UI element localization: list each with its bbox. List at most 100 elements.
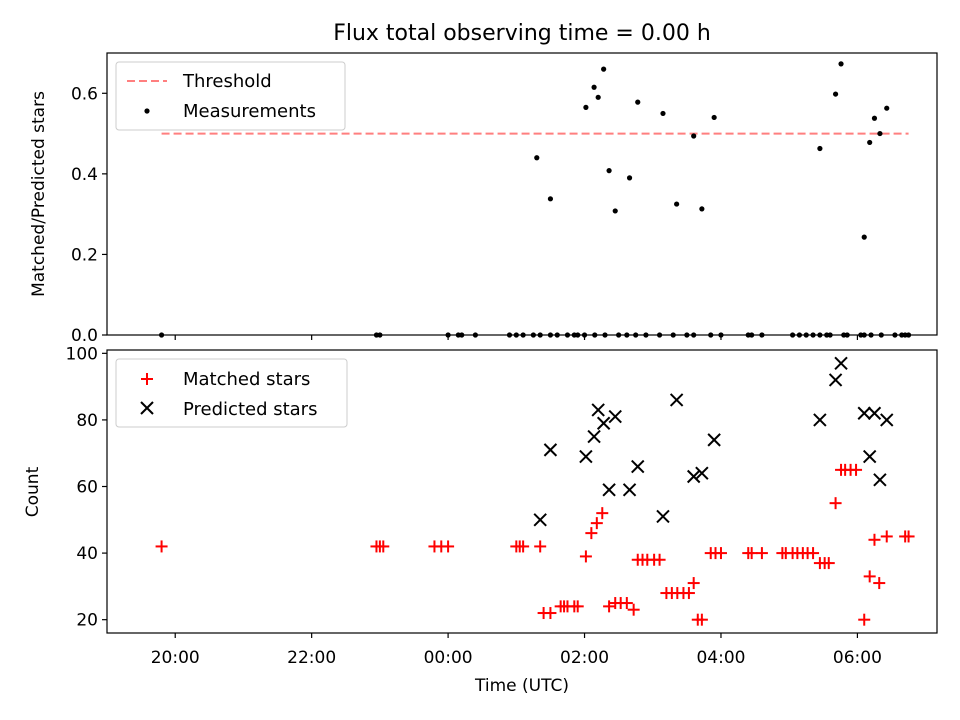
top-x-ticks: [174, 335, 859, 340]
top-y-tick-label: 0.6: [71, 84, 98, 104]
bottom-plot-frame: [106, 349, 938, 634]
predicted-star-point: [862, 449, 877, 464]
legend-predicted-swatch: [140, 401, 154, 415]
top-legend: Threshold Measurements: [115, 61, 346, 131]
measurement-point: [583, 104, 589, 110]
matched-star-point: [714, 547, 727, 560]
matched-star-point: [571, 600, 584, 613]
bottom-y-axis-label: Count: [23, 466, 43, 517]
measurement-point: [674, 201, 680, 207]
bottom-y-tick-label: 40: [76, 544, 98, 564]
bottom-y-tick-label: 100: [66, 344, 98, 364]
bottom-legend: Matched stars Predicted stars: [115, 358, 348, 428]
matched-star-point: [155, 540, 168, 553]
matched-stars-points: [155, 463, 915, 626]
matched-star-point: [442, 540, 455, 553]
measurement-point: [612, 208, 618, 214]
x-tick-label: 00:00: [424, 648, 473, 668]
matched-star-point: [590, 517, 603, 530]
matched-star-point: [822, 557, 835, 570]
matched-star-point: [544, 607, 557, 620]
x-tick-label: 20:00: [151, 648, 200, 668]
predicted-star-point: [591, 403, 605, 417]
legend-matched-swatch: [141, 373, 153, 385]
predicted-star-point: [828, 373, 843, 387]
matched-star-point: [653, 553, 666, 566]
matched-star-point: [858, 613, 871, 626]
measurement-point: [635, 99, 641, 105]
legend-measurements-label: Measurements: [183, 101, 316, 122]
matched-star-point: [603, 600, 616, 613]
predicted-star-point: [622, 483, 637, 497]
matched-star-point: [687, 577, 700, 590]
legend-measurements-swatch: [144, 108, 150, 114]
predicted-star-point: [707, 433, 721, 447]
matched-star-point: [377, 540, 390, 553]
matched-star-point: [682, 587, 695, 600]
matched-star-point: [868, 533, 881, 546]
matched-star-point: [829, 497, 842, 510]
predicted-star-point: [857, 406, 871, 420]
predicted-star-point: [587, 429, 601, 444]
bottom-x-ticks: 20:00 22:00 00:00 02:00 04:00 06:00: [151, 633, 882, 668]
predicted-star-point: [813, 413, 827, 427]
x-tick-label: 02:00: [560, 648, 609, 668]
matched-star-point: [517, 540, 530, 553]
predicted-stars-points: [533, 356, 894, 527]
measurement-point: [838, 61, 844, 67]
measurement-point: [660, 110, 666, 117]
matched-star-point: [585, 527, 598, 540]
matched-star-point: [620, 597, 633, 610]
measurement-point: [871, 115, 878, 121]
matched-star-point: [596, 507, 609, 520]
measurement-point: [699, 206, 705, 212]
measurement-point: [547, 196, 554, 202]
measurement-point: [606, 168, 612, 174]
top-plot-frame: [106, 52, 938, 336]
predicted-star-point: [543, 443, 558, 457]
matched-star-point: [755, 547, 768, 560]
predicted-star-point: [669, 393, 684, 407]
measurement-point: [601, 66, 607, 72]
top-y-axis-label: Matched/Predicted stars: [29, 91, 49, 297]
legend-matched-label: Matched stars: [183, 369, 310, 390]
top-y-tick-label: 0.0: [71, 326, 98, 346]
top-y-tick-label: 0.4: [71, 165, 98, 185]
x-tick-label: 06:00: [833, 648, 882, 668]
matched-star-point: [902, 530, 915, 543]
matched-star-point: [807, 547, 820, 560]
bottom-y-ticks: 20 40 60 80 100: [66, 344, 107, 631]
matched-star-point: [850, 463, 863, 476]
measurement-point: [534, 155, 540, 161]
matched-star-point: [863, 570, 876, 583]
legend-threshold-label: Threshold: [182, 71, 272, 92]
measurement-point: [711, 114, 717, 121]
measurement-point: [867, 139, 873, 146]
top-panel: 0.0 0.2 0.4 0.6 Matched/Predicted stars Thr…: [29, 52, 938, 346]
bottom-y-tick-label: 80: [76, 411, 98, 431]
matched-star-point: [534, 540, 547, 553]
predicted-star-point: [533, 513, 547, 527]
bottom-legend-box: [115, 358, 348, 428]
x-tick-label: 22:00: [287, 648, 336, 668]
matched-star-point: [880, 530, 893, 543]
predicted-star-point: [834, 356, 848, 371]
measurement-point: [861, 234, 867, 240]
predicted-star-point: [602, 483, 616, 497]
bottom-y-tick-label: 20: [76, 611, 98, 631]
predicted-star-point: [608, 409, 622, 424]
chart-title: Flux total observing time = 0.00 h: [333, 21, 711, 46]
predicted-star-point: [695, 466, 709, 480]
predicted-star-point: [579, 449, 593, 464]
legend-predicted-label: Predicted stars: [183, 399, 317, 420]
top-legend-box: [115, 61, 346, 131]
measurement-point: [832, 91, 839, 97]
bottom-panel: 20:00 22:00 00:00 02:00 04:00 06:00 20 40 60 80 1…: [23, 344, 938, 696]
x-tick-label: 04:00: [696, 648, 745, 668]
bottom-y-tick-label: 60: [76, 478, 98, 498]
predicted-star-point: [880, 413, 894, 427]
predicted-star-point: [686, 469, 701, 484]
measurement-point: [884, 105, 890, 111]
top-y-tick-label: 0.2: [71, 245, 98, 265]
